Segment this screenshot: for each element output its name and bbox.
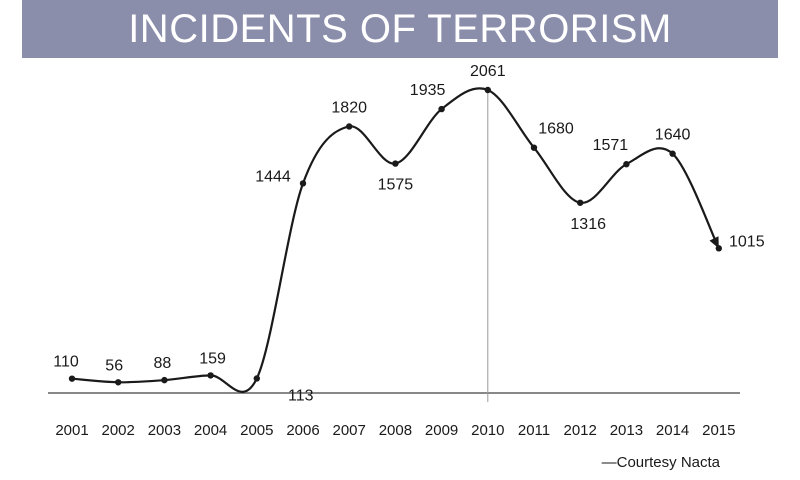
series-line [71,87,720,393]
chart-title: INCIDENTS OF TERRORISM [128,6,672,51]
x-tick-label-2015: 2015 [702,422,735,439]
x-tick-label-2012: 2012 [564,422,597,439]
data-label-2003: 88 [154,355,172,372]
x-tick-label-2003: 2003 [148,422,181,439]
data-point-2002 [115,379,122,386]
data-label-2008: 1575 [378,177,414,194]
x-tick-label-2008: 2008 [379,422,412,439]
data-label-2005: 113 [288,387,314,404]
data-label-2007: 1820 [331,99,367,116]
data-label-2015: 1015 [729,233,765,250]
data-label-2014: 1640 [655,127,691,144]
data-point-2013 [623,160,630,168]
x-tick-label-2001: 2001 [55,422,88,439]
data-point-2004 [207,372,214,379]
title-banner: INCIDENTS OF TERRORISM [22,0,778,58]
x-tick-label-2013: 2013 [610,422,643,439]
data-label-2012: 1316 [570,216,606,233]
data-label-2004: 159 [199,350,226,367]
source-credit: —Courtesy Nacta [601,454,720,471]
data-point-2008 [392,160,399,167]
data-point-2007 [346,123,353,130]
data-point-2006 [299,180,307,187]
data-point-2003 [161,376,168,384]
x-tick-label-2009: 2009 [425,422,458,439]
data-point-2005 [253,375,260,382]
x-tick-label-2005: 2005 [240,422,273,439]
x-tick-label-2014: 2014 [656,422,689,439]
data-label-2011: 1680 [538,121,574,138]
data-point-2011 [530,144,538,151]
data-point-2012 [577,199,584,206]
data-point-2014 [669,150,676,157]
x-tick-label-2002: 2002 [102,422,135,439]
data-point-2001 [68,375,76,382]
x-tick-label-2010: 2010 [471,422,504,439]
x-tick-label-2007: 2007 [333,422,366,439]
data-label-2010: 2061 [470,63,506,80]
x-tick-label-2011: 2011 [518,422,550,439]
series-arrowhead [709,236,719,249]
x-tick-label-2006: 2006 [286,422,319,439]
data-label-2002: 56 [105,357,123,374]
x-tick-label-2004: 2004 [194,422,227,439]
data-label-2001: 110 [53,354,79,371]
data-label-2013: 1571 [593,137,629,154]
data-label-2009: 1935 [410,82,446,99]
data-point-2010 [484,86,491,94]
data-point-2009 [438,105,445,113]
data-label-2006: 1444 [255,168,291,185]
